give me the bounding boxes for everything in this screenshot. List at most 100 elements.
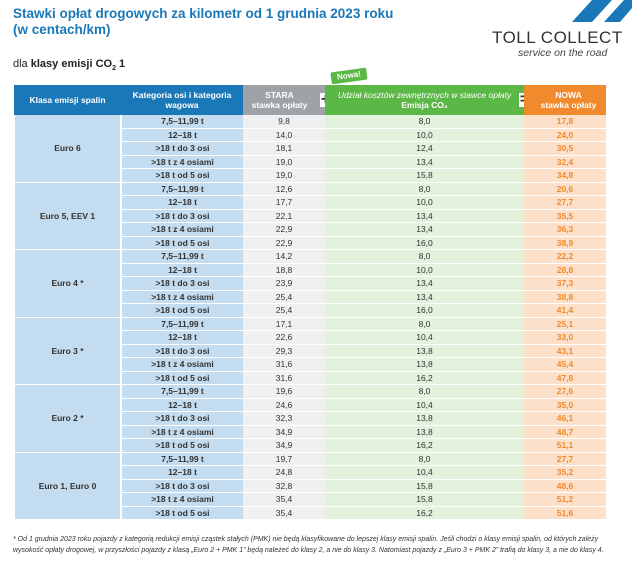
weight-category: >18 t do 3 osi	[121, 479, 243, 493]
new-rate: 41,4	[524, 303, 606, 318]
co2-rate: 8,0	[325, 181, 524, 196]
co2-rate: 10,4	[325, 398, 524, 412]
logo-name: TOLL COLLECT	[492, 28, 623, 47]
old-rate: 9,8	[243, 115, 325, 129]
weight-category: 12–18 t	[121, 398, 243, 412]
old-rate: 19,6	[243, 384, 325, 399]
weight-category: 7,5–11,99 t	[121, 384, 243, 399]
table-row: 12–18 t 24,8 10,4 35,2	[14, 465, 606, 480]
table-row: >18 t z 4 osiami 35,4 15,8 51,2	[14, 492, 606, 507]
new-rate: 30,5	[524, 141, 606, 156]
table-row: >18 t z 4 osiami 22,9 13,4 36,3	[14, 222, 606, 237]
subtitle-suffix: 1	[115, 58, 126, 70]
weight-category: >18 t od 5 osi	[121, 438, 243, 453]
weight-category: >18 t z 4 osiami	[121, 492, 243, 507]
weight-category: >18 t do 3 osi	[121, 141, 243, 156]
weight-category: 12–18 t	[121, 128, 243, 142]
title-line: Stawki opłat drogowych za kilometr od 1 …	[13, 6, 394, 21]
new-rate: 35,0	[524, 398, 606, 412]
co2-rate: 13,8	[325, 411, 524, 426]
old-rate: 29,3	[243, 344, 325, 358]
new-rate: 35,2	[524, 465, 606, 480]
new-rate: 17,8	[524, 115, 606, 129]
weight-category: >18 t od 5 osi	[121, 168, 243, 183]
co2-rate: 8,0	[325, 316, 524, 331]
table-row: Euro 4 * 7,5–11,99 t 14,2 8,0 22,2	[13, 249, 606, 318]
co2-rate: 8,0	[325, 115, 524, 129]
old-rate: 12,6	[243, 181, 325, 196]
weight-category: 12–18 t	[121, 195, 243, 210]
new-rate: 27,7	[524, 451, 606, 466]
new-rate: 51,2	[524, 492, 606, 507]
weight-category: 7,5–11,99 t	[121, 181, 243, 196]
co2-rate: 13,4	[325, 222, 524, 237]
table-row: >18 t od 5 osi 31,6 16,2 47,8	[14, 371, 606, 385]
co2-rate: 13,8	[325, 344, 524, 358]
weight-category: >18 t od 5 osi	[121, 236, 243, 250]
weight-category: >18 t od 5 osi	[121, 506, 243, 520]
emission-class: Euro 1, Euro 0	[13, 451, 122, 520]
new-rate: 51,6	[524, 506, 606, 520]
new-rate: 37,3	[524, 276, 606, 291]
new-rate: 45,4	[524, 357, 606, 372]
new-rate: 35,5	[524, 209, 606, 223]
weight-category: >18 t do 3 osi	[121, 344, 243, 358]
new-rate: 48,6	[524, 479, 606, 493]
old-rate: 19,7	[243, 451, 325, 466]
co2-rate: 13,4	[325, 155, 524, 169]
logo-tagline: service on the road	[518, 47, 608, 59]
new-rate: 47,8	[524, 371, 606, 385]
old-rate: 25,4	[243, 303, 325, 318]
new-rate: 27,7	[524, 195, 606, 210]
co2-rate: 13,4	[325, 209, 524, 223]
co2-rate: 16,2	[325, 438, 524, 453]
weight-category: >18 t od 5 osi	[121, 371, 243, 385]
new-rate: 38,8	[524, 290, 606, 304]
weight-category: 12–18 t	[121, 330, 243, 345]
old-rate: 32,3	[243, 411, 325, 426]
co2-rate: 8,0	[325, 384, 524, 399]
new-rate: 20,6	[524, 181, 606, 196]
new-rate: 22,2	[524, 249, 606, 264]
co2-rate: 8,0	[325, 451, 524, 466]
table-row: Euro 1, Euro 0 7,5–11,99 t 19,7 8,0 27,7	[13, 451, 606, 520]
co2-rate: 15,8	[325, 479, 524, 493]
old-rate: 34,9	[243, 425, 325, 439]
header-klasa: Klasa emisji spalin	[14, 85, 121, 115]
new-rate: 36,3	[524, 222, 606, 237]
old-rate: 14,2	[243, 249, 325, 264]
table-row: >18 t do 3 osi 32,8 15,8 48,6	[14, 479, 606, 493]
old-rate: 22,9	[243, 236, 325, 250]
co2-rate: 16,2	[325, 371, 524, 385]
old-rate: 18,1	[243, 141, 325, 156]
emission-class: Euro 5, EEV 1	[13, 181, 122, 250]
emission-class: Euro 3 *	[13, 316, 122, 385]
weight-category: >18 t z 4 osiami	[121, 155, 243, 169]
co2-rate: 10,4	[325, 465, 524, 480]
table-row: >18 t do 3 osi 23,9 13,4 37,3	[14, 276, 606, 291]
subtitle-sub: 2	[112, 65, 116, 73]
weight-category: >18 t do 3 osi	[121, 276, 243, 291]
emission-class: Euro 2 *	[13, 384, 122, 453]
new-rate: 25,1	[524, 316, 606, 331]
new-rate: 32,4	[524, 155, 606, 169]
old-rate: 19,0	[243, 155, 325, 169]
emission-class: Euro 4 *	[13, 249, 122, 318]
table-row: 12–18 t 18,8 10,0 28,8	[14, 263, 606, 277]
header-co2: Udział kosztów zewnętrznych w stawce opł…	[325, 85, 530, 115]
weight-category: >18 t z 4 osiami	[121, 357, 243, 372]
toll-collect-logo: TOLL COLLECT service on the road	[400, 0, 640, 70]
co2-rate: 15,8	[325, 168, 524, 183]
co2-rate: 16,0	[325, 303, 524, 318]
emission-class: Euro 6	[13, 115, 122, 183]
header-nowa: NOWA stawka opłaty	[524, 85, 606, 115]
footnote: * Od 1 grudnia 2023 roku pojazdy z kateg…	[13, 536, 604, 554]
old-rate: 19,0	[243, 168, 325, 183]
co2-rate: 13,4	[325, 276, 524, 291]
old-rate: 35,4	[243, 492, 325, 507]
weight-category: 12–18 t	[121, 263, 243, 277]
old-rate: 18,8	[243, 263, 325, 277]
weight-category: >18 t z 4 osiami	[121, 425, 243, 439]
new-rate: 48,7	[524, 425, 606, 439]
co2-rate: 13,8	[325, 425, 524, 439]
